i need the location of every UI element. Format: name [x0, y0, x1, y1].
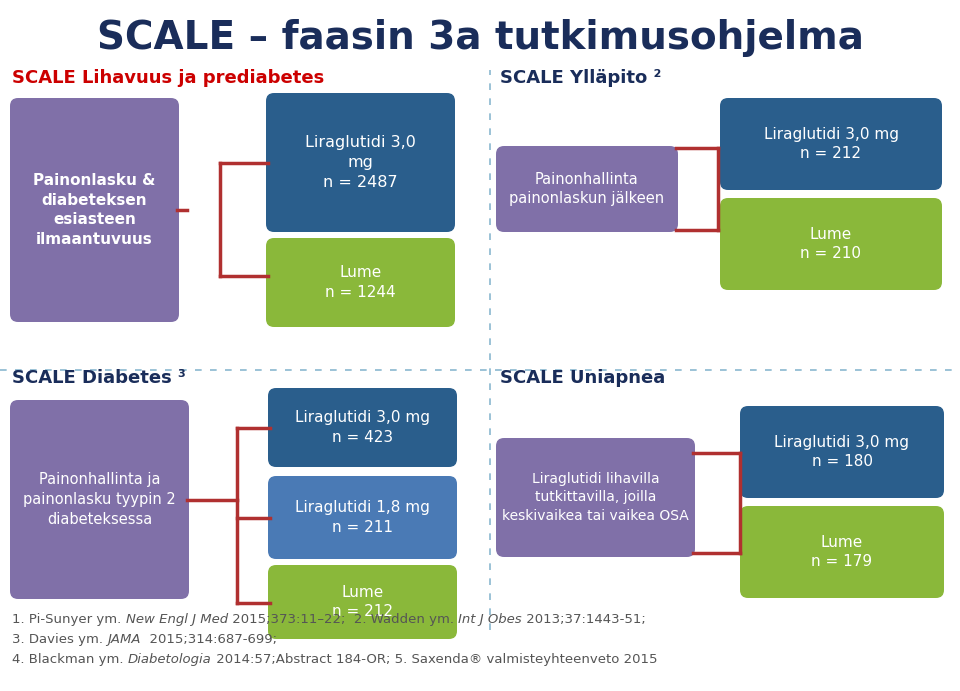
Text: Painonlasku &
diabeteksen
esiasteen
ilmaantuvuus: Painonlasku & diabeteksen esiasteen ilma…: [34, 173, 156, 247]
FancyBboxPatch shape: [268, 388, 457, 467]
FancyBboxPatch shape: [268, 565, 457, 639]
Text: Diabetologia: Diabetologia: [128, 654, 211, 667]
Text: Lume
n = 212: Lume n = 212: [332, 585, 393, 619]
Text: 2013;37:1443-51;: 2013;37:1443-51;: [521, 614, 645, 627]
Text: 4. Blackman ym.: 4. Blackman ym.: [12, 654, 128, 667]
FancyBboxPatch shape: [496, 146, 678, 232]
Text: 2014:57;Abstract 184-OR; 5. Saxenda® valmisteyhteenveto 2015: 2014:57;Abstract 184-OR; 5. Saxenda® val…: [211, 654, 657, 667]
Text: SCALE – faasin 3a tutkimusohjelma: SCALE – faasin 3a tutkimusohjelma: [97, 19, 863, 57]
Text: 1. Pi-Sunyer ym.: 1. Pi-Sunyer ym.: [12, 614, 126, 627]
Text: 2015;314:687-699;: 2015;314:687-699;: [141, 634, 276, 647]
FancyBboxPatch shape: [496, 438, 695, 557]
FancyBboxPatch shape: [720, 98, 942, 190]
Text: Liraglutidi lihavilla
tutkittavilla, joilla
keskivaikea tai vaikea OSA: Liraglutidi lihavilla tutkittavilla, joi…: [502, 472, 689, 523]
Text: SCALE Uniapnea: SCALE Uniapnea: [500, 369, 665, 387]
Text: JAMA: JAMA: [108, 634, 141, 647]
Text: Lume
n = 1244: Lume n = 1244: [325, 265, 396, 300]
Text: Painonhallinta
painonlaskun jälkeen: Painonhallinta painonlaskun jälkeen: [510, 171, 664, 207]
FancyBboxPatch shape: [10, 98, 179, 322]
Text: SCALE Lihavuus ja prediabetes: SCALE Lihavuus ja prediabetes: [12, 69, 324, 87]
FancyBboxPatch shape: [720, 198, 942, 290]
Text: SCALE Diabetes ³: SCALE Diabetes ³: [12, 369, 185, 387]
Text: Painonhallinta ja
painonlasku tyypin 2
diabeteksessa: Painonhallinta ja painonlasku tyypin 2 d…: [23, 472, 176, 527]
FancyBboxPatch shape: [10, 400, 189, 599]
Text: Lume
n = 179: Lume n = 179: [811, 535, 873, 569]
FancyBboxPatch shape: [740, 506, 944, 598]
Text: 2015;373:11–22;  2. Wadden ym.: 2015;373:11–22; 2. Wadden ym.: [228, 614, 458, 627]
Text: Liraglutidi 3,0 mg
n = 180: Liraglutidi 3,0 mg n = 180: [775, 435, 909, 469]
Text: New Engl J Med: New Engl J Med: [126, 614, 228, 627]
FancyBboxPatch shape: [740, 406, 944, 498]
Text: Int J Obes: Int J Obes: [458, 614, 521, 627]
Text: Liraglutidi 3,0 mg
n = 423: Liraglutidi 3,0 mg n = 423: [295, 410, 430, 445]
Text: Lume
n = 210: Lume n = 210: [801, 227, 861, 261]
Text: Liraglutidi 3,0
mg
n = 2487: Liraglutidi 3,0 mg n = 2487: [305, 135, 416, 190]
Text: Liraglutidi 1,8 mg
n = 211: Liraglutidi 1,8 mg n = 211: [295, 500, 430, 535]
FancyBboxPatch shape: [266, 93, 455, 232]
FancyBboxPatch shape: [268, 476, 457, 559]
FancyBboxPatch shape: [266, 238, 455, 327]
Text: SCALE Ylläpito ²: SCALE Ylläpito ²: [500, 69, 661, 87]
Text: 3. Davies ym.: 3. Davies ym.: [12, 634, 108, 647]
Text: Liraglutidi 3,0 mg
n = 212: Liraglutidi 3,0 mg n = 212: [763, 126, 899, 162]
